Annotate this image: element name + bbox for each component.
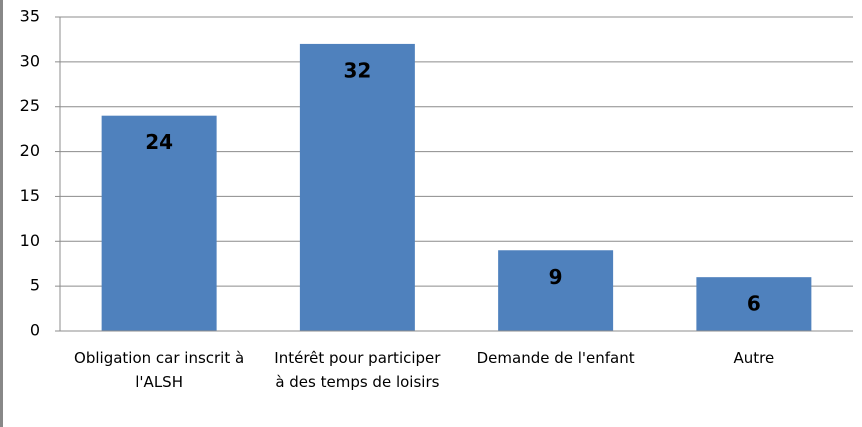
x-tick-label: Autre — [733, 349, 775, 367]
data-label: 24 — [145, 130, 173, 154]
y-tick-label: 25 — [20, 96, 40, 115]
y-tick-label: 0 — [30, 321, 40, 340]
bar — [299, 43, 415, 332]
bar — [498, 250, 614, 331]
data-label: 32 — [343, 58, 371, 82]
y-tick-label: 15 — [20, 186, 40, 205]
left-border — [0, 0, 3, 427]
y-tick-label: 20 — [20, 141, 40, 160]
bar — [101, 115, 217, 331]
x-tick-label: Obligation car inscrit à l'ALSH — [74, 349, 245, 391]
bar — [696, 277, 812, 331]
y-tick-label: 5 — [30, 276, 40, 295]
y-tick-label: 30 — [20, 51, 40, 70]
data-label: 9 — [549, 265, 563, 289]
y-tick-label: 35 — [20, 7, 40, 26]
y-tick-label: 10 — [20, 231, 40, 250]
data-label: 6 — [747, 292, 761, 316]
x-tick-label: Demande de l'enfant — [476, 349, 635, 367]
x-tick-label: Intérêt pour participer à des temps de l… — [274, 349, 441, 391]
